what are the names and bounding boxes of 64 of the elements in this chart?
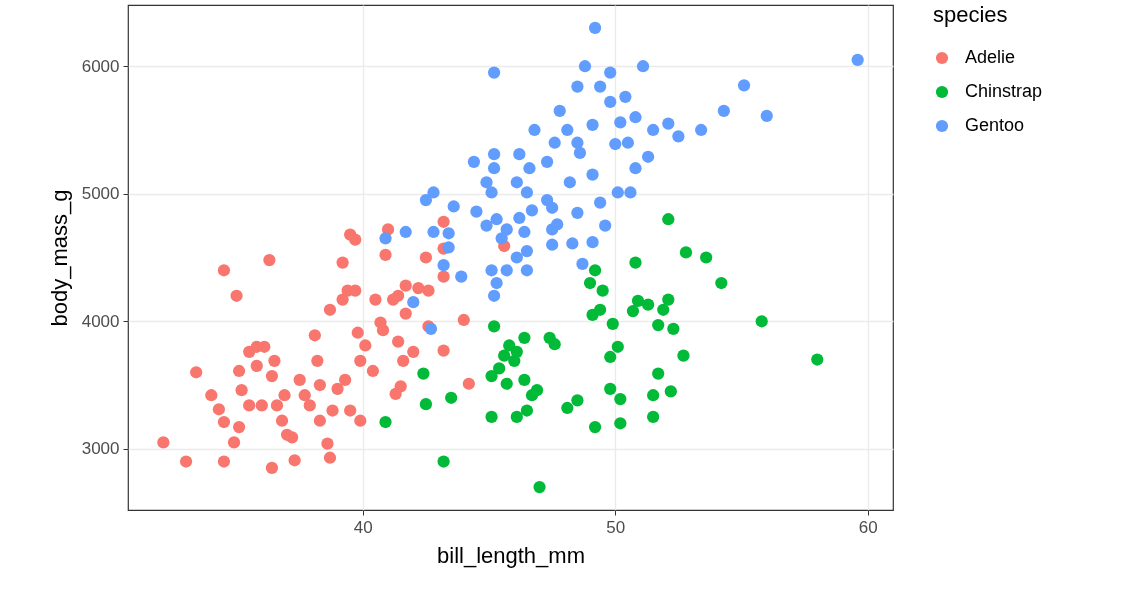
point xyxy=(530,384,544,397)
point xyxy=(606,317,619,330)
point xyxy=(700,251,713,264)
point xyxy=(811,353,824,366)
point xyxy=(667,322,680,336)
point xyxy=(652,367,665,380)
point xyxy=(629,256,642,269)
point xyxy=(485,369,498,383)
point xyxy=(631,294,645,307)
legend-label: Chinstrap xyxy=(965,81,1043,101)
point xyxy=(498,349,511,362)
point xyxy=(664,385,677,398)
point xyxy=(437,455,450,468)
legend-label: Adelie xyxy=(965,47,1016,67)
y-tick-label: 3000 xyxy=(81,439,120,459)
point xyxy=(755,315,768,328)
point xyxy=(626,304,640,318)
point xyxy=(614,392,627,406)
point xyxy=(583,276,597,290)
point xyxy=(588,421,602,434)
point xyxy=(657,303,670,316)
point xyxy=(445,391,458,404)
x-tick-label: 60 xyxy=(858,517,878,537)
point xyxy=(604,350,617,364)
point xyxy=(520,404,534,417)
point xyxy=(647,410,660,424)
point xyxy=(518,373,531,387)
point xyxy=(510,345,523,358)
point xyxy=(641,298,655,311)
point xyxy=(419,398,433,411)
point xyxy=(493,362,506,375)
legend-title: species xyxy=(933,2,1008,27)
point xyxy=(561,401,574,415)
point xyxy=(647,389,660,402)
point xyxy=(379,415,392,429)
y-tick-label: 5000 xyxy=(81,184,120,204)
point xyxy=(611,340,624,353)
point xyxy=(652,318,665,332)
x-tick-label: 50 xyxy=(606,517,626,537)
point xyxy=(548,338,561,351)
point xyxy=(588,264,602,277)
point xyxy=(614,417,627,430)
y-tick-label: 6000 xyxy=(81,56,120,76)
point xyxy=(662,293,675,306)
point xyxy=(715,276,728,290)
point xyxy=(677,349,690,362)
y-axis-title: body_mass_g xyxy=(46,189,72,327)
point xyxy=(500,377,513,390)
point xyxy=(594,303,607,316)
point xyxy=(487,320,501,333)
point xyxy=(662,213,675,226)
point xyxy=(533,480,546,494)
point xyxy=(679,246,693,259)
point xyxy=(518,331,531,344)
y-tick-label: 4000 xyxy=(81,311,120,331)
point xyxy=(596,284,609,297)
point xyxy=(604,382,617,395)
x-tick-label: 40 xyxy=(353,517,373,537)
point xyxy=(417,367,430,380)
x-axis-title: bill_length_mm xyxy=(437,542,585,568)
point xyxy=(510,410,523,424)
point xyxy=(485,410,498,424)
legend-label: Gentoo xyxy=(965,115,1025,135)
point xyxy=(571,394,584,407)
